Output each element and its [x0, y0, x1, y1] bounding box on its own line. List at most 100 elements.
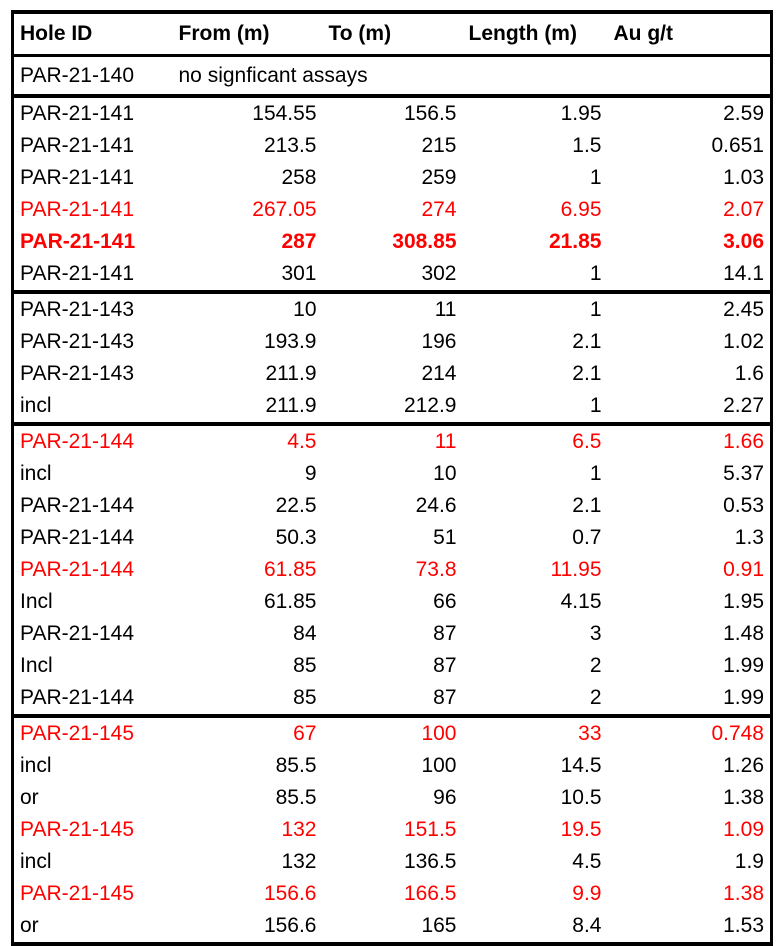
cell-au-grade[interactable]: 0.748 [607, 714, 772, 750]
table-row[interactable]: PAR-21-144 84 87 3 1.48 [13, 618, 772, 650]
cell-length[interactable]: 1.5 [572, 134, 602, 157]
cell-hole-id[interactable]: PAR-21-145 [12, 714, 173, 750]
table-row[interactable]: incl 9 10 1 5.37 [13, 458, 772, 490]
cell-hole-id[interactable]: PAR-21-144 [20, 494, 135, 517]
cell-hole-id[interactable]: PAR-21-141 [20, 166, 135, 189]
cell-au-grade[interactable]: 2.59 [607, 94, 772, 130]
cell-au-grade[interactable]: 0.91 [723, 558, 764, 581]
cell-from[interactable]: 267.05 [252, 198, 317, 221]
cell-au-grade[interactable]: 1.99 [723, 654, 764, 677]
table-row[interactable]: PAR-21-144 4.5 11 6.5 1.66 [12, 422, 772, 458]
cell-length[interactable]: 0.7 [572, 526, 602, 549]
cell-hole-id[interactable]: PAR-21-143 [12, 290, 173, 326]
cell-from[interactable]: 193.9 [263, 330, 317, 353]
cell-to[interactable]: 302 [421, 262, 457, 285]
cell-hole-id[interactable]: Incl [20, 654, 53, 677]
cell-to[interactable]: 259 [421, 166, 457, 189]
cell-hole-id[interactable]: PAR-21-144 [20, 526, 135, 549]
cell-au-grade[interactable]: 1.48 [723, 622, 764, 645]
cell-from[interactable]: 211.9 [265, 394, 317, 417]
cell-au-grade[interactable]: 1.26 [723, 754, 764, 777]
table-row[interactable]: incl 132 136.5 4.5 1.9 [13, 846, 772, 878]
table-row[interactable]: PAR-21-141 267.05 274 6.95 2.07 [13, 194, 772, 226]
cell-length[interactable]: 2 [589, 686, 602, 709]
cell-length[interactable]: 1 [589, 462, 602, 485]
table-row[interactable]: PAR-21-143 211.9 214 2.1 1.6 [13, 358, 772, 390]
cell-length[interactable]: 2.1 [572, 330, 602, 353]
cell-to[interactable]: 24.6 [415, 494, 457, 517]
cell-hole-id[interactable]: PAR-21-141 [20, 230, 136, 253]
table-row-no-assays[interactable]: PAR-21-140 no signficant assays [13, 56, 772, 97]
cell-from[interactable]: 61.85 [263, 558, 317, 581]
cell-from[interactable]: 156.6 [263, 914, 317, 937]
cell-length[interactable]: 3 [589, 622, 602, 645]
cell-au-grade[interactable]: 1.9 [734, 850, 764, 873]
table-row[interactable]: PAR-21-145 67 100 33 0.748 [12, 714, 772, 750]
cell-to[interactable]: 156.5 [322, 94, 463, 130]
cell-from[interactable]: 4.5 [172, 422, 323, 458]
cell-to[interactable]: 214 [421, 362, 457, 385]
cell-au-grade[interactable]: 0.651 [711, 134, 764, 157]
cell-from[interactable]: 132 [281, 850, 317, 873]
cell-length[interactable]: 4.15 [560, 590, 602, 613]
table-row[interactable]: PAR-21-144 85 87 2 1.99 [13, 682, 772, 716]
cell-to[interactable]: 274 [421, 198, 457, 221]
cell-to[interactable]: 87 [433, 686, 457, 709]
cell-hole-id[interactable]: Incl [20, 590, 53, 613]
cell-hole-id[interactable]: PAR-21-141 [20, 134, 135, 157]
cell-to[interactable]: 87 [433, 654, 457, 677]
cell-hole-id[interactable]: PAR-21-145 [20, 882, 135, 905]
cell-length[interactable]: 1 [462, 290, 608, 326]
cell-to[interactable]: 51 [433, 526, 457, 549]
cell-length[interactable]: 4.5 [572, 850, 602, 873]
cell-au-grade[interactable]: 1.6 [734, 362, 764, 385]
cell-length[interactable]: 2.1 [572, 362, 602, 385]
cell-to[interactable]: 87 [433, 622, 457, 645]
cell-au-grade[interactable]: 5.37 [723, 462, 764, 485]
cell-hole-id[interactable]: PAR-21-141 [20, 262, 135, 285]
table-row[interactable]: PAR-21-141 301 302 1 14.1 [13, 258, 772, 292]
table-row[interactable]: PAR-21-144 22.5 24.6 2.1 0.53 [13, 490, 772, 522]
cell-length[interactable]: 11.95 [550, 558, 602, 581]
table-row[interactable]: incl 85.5 100 14.5 1.26 [13, 750, 772, 782]
header-hole-id[interactable]: Hole ID [12, 12, 173, 56]
cell-au-grade[interactable]: 1.66 [607, 422, 772, 458]
cell-from[interactable]: 211.9 [265, 362, 317, 385]
table-row[interactable]: Incl 61.85 66 4.15 1.95 [13, 586, 772, 618]
cell-au-grade[interactable]: 1.53 [723, 914, 764, 937]
cell-to[interactable]: 96 [433, 786, 457, 809]
cell-length[interactable]: 8.4 [572, 914, 602, 937]
cell-hole-id[interactable]: incl [20, 850, 52, 873]
cell-length[interactable]: 6.95 [560, 198, 602, 221]
cell-length[interactable]: 21.85 [548, 230, 602, 253]
cell-au-grade[interactable]: 2.07 [723, 198, 764, 221]
cell-hole-id[interactable]: incl [20, 462, 52, 485]
table-row[interactable]: PAR-21-141 213.5 215 1.5 0.651 [13, 130, 772, 162]
table-row[interactable]: PAR-21-144 61.85 73.8 11.95 0.91 [13, 554, 772, 586]
cell-to[interactable]: 215 [421, 134, 457, 157]
table-row[interactable]: or 156.6 165 8.4 1.53 [13, 910, 772, 944]
cell-from[interactable]: 132 [281, 818, 317, 841]
cell-hole-id[interactable]: PAR-21-143 [20, 330, 135, 353]
table-row[interactable]: incl 211.9 212.9 1 2.27 [13, 390, 772, 424]
cell-note[interactable]: no signficant assays [178, 64, 368, 87]
cell-hole-id[interactable]: PAR-21-145 [20, 818, 135, 841]
cell-length[interactable]: 19.5 [560, 818, 602, 841]
table-row[interactable]: PAR-21-141 154.55 156.5 1.95 2.59 [12, 94, 772, 130]
table-row[interactable]: PAR-21-145 156.6 166.5 9.9 1.38 [13, 878, 772, 910]
cell-length[interactable]: 2.1 [572, 494, 602, 517]
cell-from[interactable]: 156.6 [263, 882, 317, 905]
cell-from[interactable]: 10 [172, 290, 323, 326]
cell-to[interactable]: 166.5 [403, 882, 457, 905]
cell-length[interactable]: 33 [462, 714, 608, 750]
cell-to[interactable]: 100 [322, 714, 463, 750]
cell-hole-id[interactable]: PAR-21-143 [20, 362, 135, 385]
cell-to[interactable]: 11 [322, 290, 463, 326]
cell-to[interactable]: 66 [433, 590, 457, 613]
cell-from[interactable]: 85 [293, 654, 317, 677]
cell-from[interactable]: 85.5 [275, 754, 317, 777]
cell-hole-id[interactable]: PAR-21-144 [20, 622, 135, 645]
cell-au-grade[interactable]: 3.06 [723, 230, 764, 253]
cell-from[interactable]: 9 [304, 462, 317, 485]
cell-hole-id[interactable]: or [20, 786, 39, 809]
